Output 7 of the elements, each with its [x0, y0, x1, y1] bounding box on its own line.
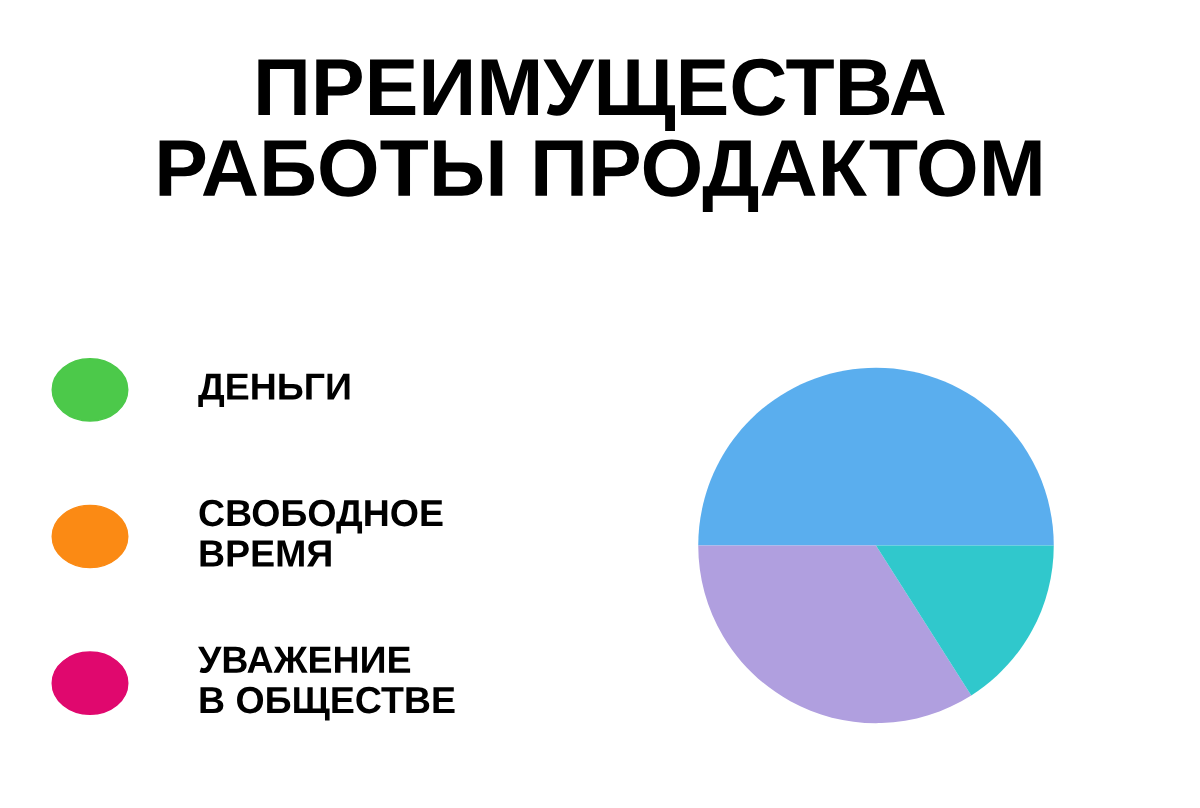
- chart-title: ПРЕИМУЩЕСТВА РАБОТЫ ПРОДАКТОМ: [159, 58, 1041, 212]
- pie-slice: [698, 367, 1054, 546]
- text: СВОБОДНОЕ ВРЕМЯ: [199, 499, 443, 567]
- pie-slice: [876, 545, 1054, 696]
- pie-slice: [698, 545, 972, 724]
- text: УВАЖЕНИЕ В ОБЩЕСТВЕ: [198, 646, 455, 721]
- text: ДЕНЬГИ: [198, 373, 350, 408]
